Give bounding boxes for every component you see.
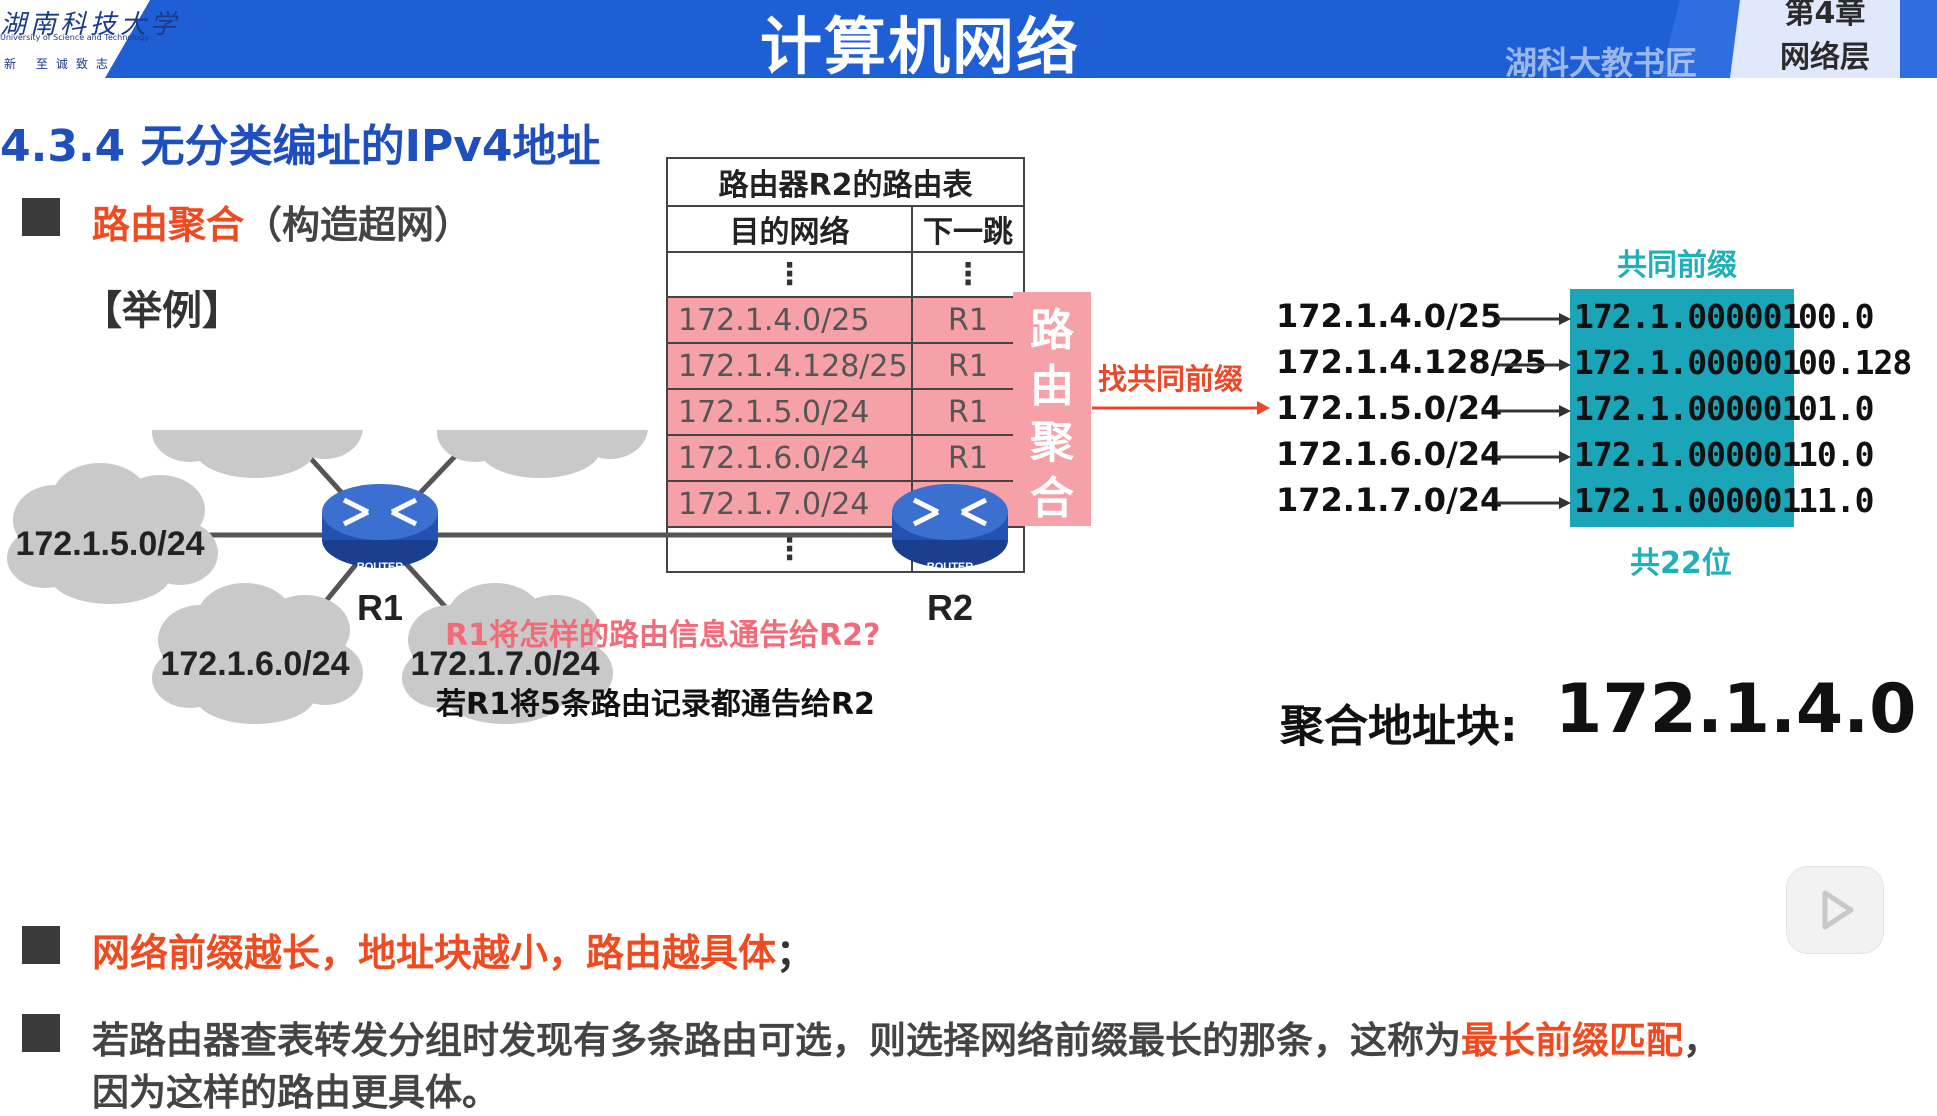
destination-cell: 172.1.4.128/25 (666, 342, 913, 390)
university-motto: 新 至诚致志 (4, 57, 116, 71)
next-hop-cell: R1 (911, 296, 1025, 344)
aggregation-char: 聚 (1030, 417, 1074, 468)
column-header-destination: 目的网络 (666, 205, 913, 253)
prefix-network: 172.1.6.0/24 (1276, 435, 1503, 473)
routing-table-title: 路由器R2的路由表 (666, 157, 1025, 207)
router-badge: ROUTER (927, 561, 974, 573)
prefix-binary-rest: 00.128 (1798, 343, 1912, 382)
router-r1: ROUTER R1 (322, 484, 438, 628)
play-icon (1822, 890, 1854, 930)
router-name: R1 (357, 587, 403, 628)
cloud-label: 172.1.5.0/24 (15, 525, 204, 563)
cloud-network: 172.1.5.0/24 (7, 463, 218, 604)
aggregate-block-label: 聚合地址块: (1280, 701, 1518, 752)
cloud-network: 172.1.4.0/25 (152, 430, 363, 478)
next-hop-cell: R1 (911, 342, 1025, 390)
prefix-binary-rest: 01.0 (1798, 389, 1874, 428)
bullet-text: 若路由器查表转发分组时发现有多条路由可选，则选择网络前缀最长的那条，这称为 (92, 1019, 1461, 1062)
router-badge: ROUTER (357, 561, 404, 573)
prefix-binary-common: 172.1.000001 (1574, 297, 1801, 336)
table-row: 172.1.6.0/24 R1 (666, 434, 1025, 482)
bullet-tail: ； (776, 931, 815, 975)
bullet-square (22, 926, 60, 964)
aggregation-char: 合 (1030, 473, 1074, 524)
cloud-network: 172.1.4.128/25 (437, 430, 648, 478)
advertise-all-text: 若R1将5条路由记录都通告给R2 (436, 687, 875, 722)
destination-cell: 172.1.7.0/24 (666, 480, 913, 528)
slide-header: 湖南科技大学 University of Science and Technol… (0, 0, 1937, 83)
example-label: 【举例】 (82, 288, 242, 334)
ellipsis-cell: ⋮ (911, 251, 1025, 298)
find-prefix-label: 找共同前缀 (1098, 362, 1244, 396)
prefix-network: 172.1.4.128/25 (1276, 343, 1547, 381)
cloud-network: 172.1.7.0/24 (402, 583, 613, 724)
bullet-rest: （构造超网） (244, 203, 473, 247)
aggregate-block-value: 172.1.4.0 / 22 (1555, 670, 1937, 749)
next-hop-cell: R1 (911, 388, 1025, 436)
bullet-highlight: 网络前缀越长，地址块越小，路由越具体 (92, 931, 777, 975)
university-logo-subtitle: University of Science and Technology (0, 33, 150, 42)
bullet-prefix-length: 网络前缀越长，地址块越小，路由越具体； (92, 922, 814, 977)
watermark: 湖科大教书匠 (1505, 44, 1698, 82)
prefix-network: 172.1.5.0/24 (1276, 389, 1503, 427)
destination-cell: 172.1.4.0/25 (666, 296, 913, 344)
chapter-layer-label: 网络层 (1780, 40, 1870, 75)
bullet-longest-prefix-line2: 因为这样的路由更具体。 (92, 1071, 499, 1114)
section-title: 4.3.4 无分类编址的IPv4地址 (0, 121, 601, 172)
route-aggregation-box: 路 由 聚 合 (1013, 292, 1091, 526)
destination-cell: 172.1.5.0/24 (666, 388, 913, 436)
cloud-label: 172.1.4.0/25 (160, 430, 349, 433)
destination-cell: 172.1.6.0/24 (666, 434, 913, 482)
column-header-next-hop: 下一跳 (911, 205, 1025, 253)
bullet-route-aggregation: 路由聚合（构造超网） (92, 194, 472, 249)
play-button[interactable] (1786, 866, 1884, 954)
bullet-text: ， (1683, 1019, 1720, 1062)
prefix-binary-common: 172.1.000001 (1574, 481, 1801, 520)
prefix-arrows (1497, 313, 1571, 509)
chapter-label: 第4章 (1784, 0, 1866, 31)
course-title: 计算机网络 (760, 10, 1081, 83)
table-row: 172.1.4.128/25 R1 (666, 342, 1025, 390)
find-prefix-arrow (1092, 401, 1270, 415)
table-row: 172.1.5.0/24 R1 (666, 388, 1025, 436)
prefix-binary-common: 172.1.000001 (1574, 343, 1801, 382)
bullet-square (22, 1014, 60, 1052)
header-band (105, 0, 1937, 78)
total-bits-label: 共22位 (1630, 546, 1732, 581)
bullet-square (22, 198, 60, 236)
cloud-label: 172.1.7.0/24 (410, 645, 599, 683)
question-text: R1将怎样的路由信息通告给R2? (445, 618, 881, 653)
prefix-binary-common: 172.1.000001 (1574, 435, 1801, 474)
prefix-binary-rest: 00.0 (1798, 297, 1874, 336)
prefix-binary-rest: 11.0 (1798, 481, 1874, 520)
bullet-highlight: 最长前缀匹配 (1461, 1019, 1683, 1062)
aggregation-char: 路 (1030, 305, 1074, 356)
cloud-label: 172.1.6.0/24 (160, 645, 349, 683)
router-r2: ROUTER R2 (892, 484, 1008, 628)
prefix-binary-rest: 10.0 (1798, 435, 1874, 474)
bullet-longest-prefix-line1: 若路由器查表转发分组时发现有多条路由可选，则选择网络前缀最长的那条，这称为最长前… (92, 1010, 1720, 1064)
network-diagram: 172.1.4.0/25 172.1.4.128/25 172.1.5.0/24… (7, 430, 1040, 724)
cloud-label: 172.1.4.128/25 (440, 430, 640, 432)
next-hop-cell: R1 (911, 434, 1025, 482)
common-prefix-label: 共同前缀 (1617, 248, 1737, 283)
aggregation-char: 由 (1030, 361, 1074, 412)
cloud-network: 172.1.6.0/24 (152, 583, 363, 724)
prefix-binary-common: 172.1.000001 (1574, 389, 1801, 428)
table-row: 172.1.4.0/25 R1 (666, 296, 1025, 344)
prefix-network: 172.1.4.0/25 (1276, 297, 1503, 335)
university-logo-text: 湖南科技大学 (0, 10, 181, 40)
prefix-network: 172.1.7.0/24 (1276, 481, 1503, 519)
ellipsis-cell: ⋮ (666, 251, 913, 298)
router-name: R2 (927, 587, 973, 628)
bullet-highlight: 路由聚合 (92, 203, 245, 247)
common-prefix-highlight (1570, 289, 1794, 527)
